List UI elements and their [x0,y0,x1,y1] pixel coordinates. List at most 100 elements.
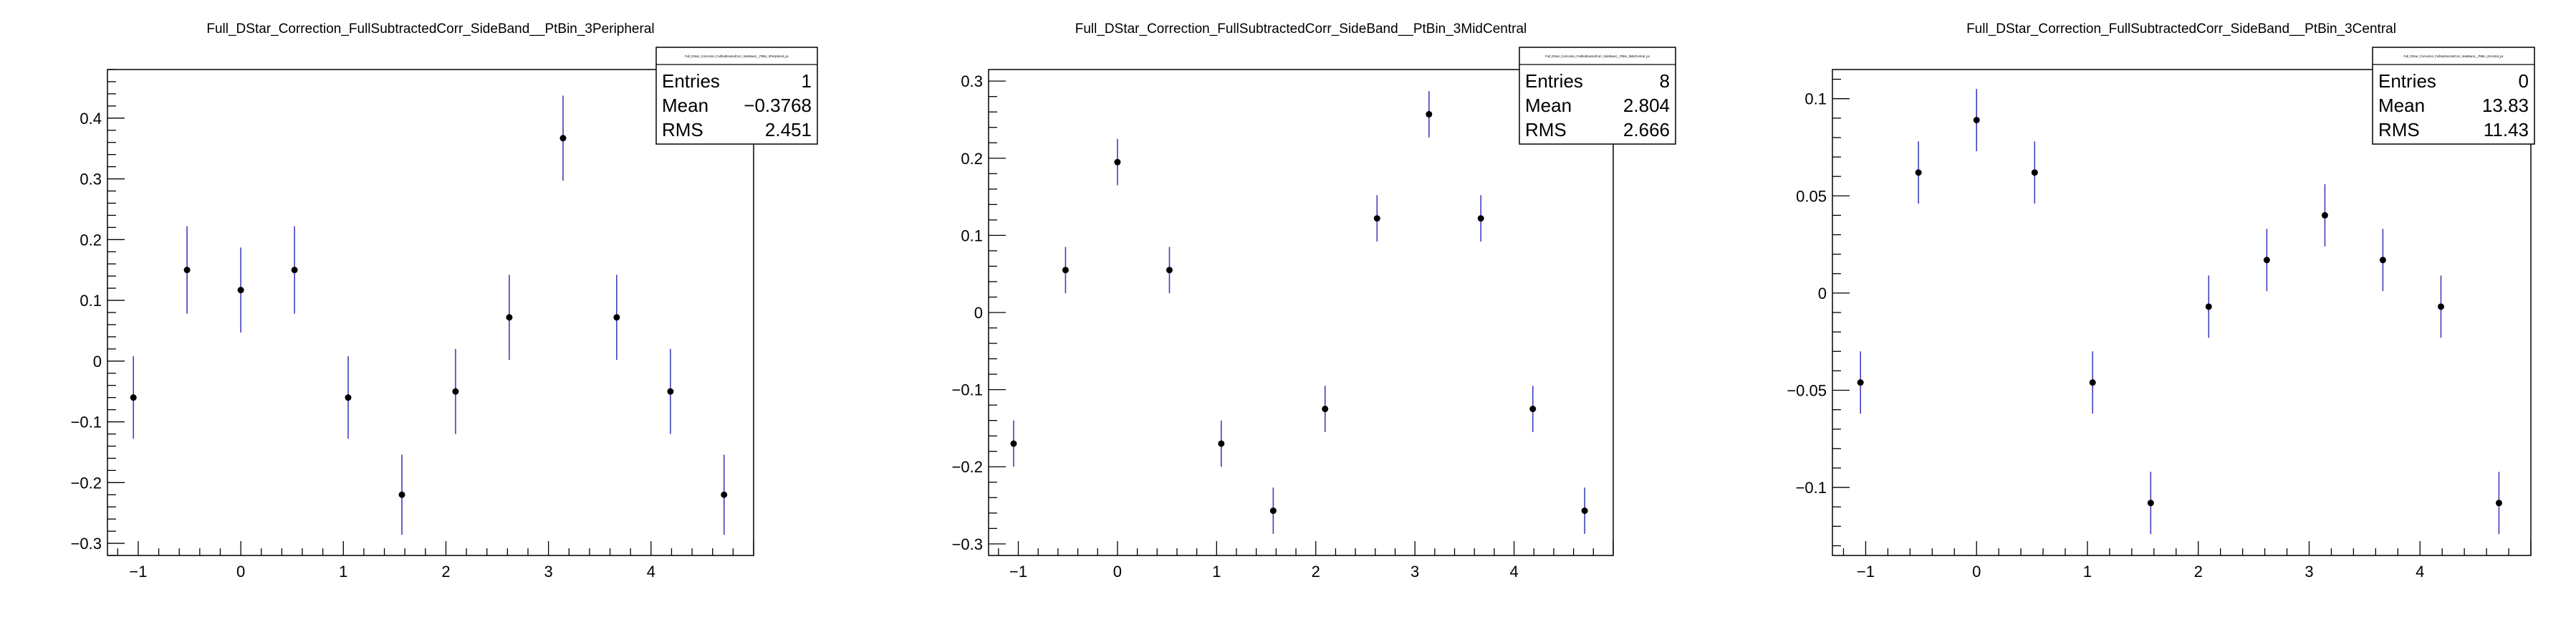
data-point [1114,138,1121,186]
data-point [1973,89,1980,151]
data-point [130,356,137,439]
data-point [1218,420,1225,467]
stats-label: RMS [2378,119,2420,140]
stats-value: 2.804 [1623,95,1670,116]
data-marker [613,314,620,321]
data-marker [1114,158,1121,166]
stats-value: 11.43 [2484,119,2529,140]
data-marker [2147,500,2154,507]
data-marker [1010,440,1017,447]
stats-label: Entries [2378,70,2436,92]
x-tick-label: −1 [1009,563,1027,581]
chart-title: Full_DStar_Correction_FullSubtractedCorr… [1075,22,1527,37]
data-marker [2379,257,2386,264]
x-tick-label: 1 [1212,563,1221,581]
stats-label: RMS [662,119,703,140]
data-marker [398,491,405,498]
data-marker [1973,117,1980,124]
y-tick-label: −0.2 [952,458,983,476]
data-marker [1218,440,1225,447]
y-tick-label: 0.4 [80,110,102,128]
data-marker [1373,215,1380,222]
stats-label: RMS [1525,119,1567,140]
stats-label: Mean [2378,95,2425,116]
x-tick-label: 4 [1509,563,1518,581]
stats-value: 1 [802,70,812,92]
data-point [291,226,298,314]
data-marker [1857,379,1864,386]
data-point [183,226,191,314]
data-point [506,275,513,361]
data-marker [1477,215,1484,222]
data-point [2495,472,2502,535]
chart-title: Full_DStar_Correction_FullSubtractedCorr… [1966,22,2396,37]
data-point [2147,472,2154,535]
x-tick-label: 1 [339,563,347,581]
x-tick-label: 4 [647,563,655,581]
y-tick-label: 0.2 [80,231,102,249]
y-tick-label: −0.1 [71,414,102,431]
data-point [2379,229,2386,292]
stats-label: Entries [1525,70,1583,92]
x-tick-label: 2 [1312,563,1320,581]
data-point [1062,247,1069,294]
x-tick-label: −1 [129,563,147,581]
data-point [1269,487,1277,534]
data-marker [667,388,674,395]
x-tick-label: 1 [2083,563,2092,581]
y-tick-label: 0.1 [1804,90,1827,108]
data-marker [2495,500,2502,507]
data-point [2437,275,2444,338]
x-tick-label: −1 [1857,563,1875,581]
data-marker [130,394,137,401]
data-point [667,348,674,434]
data-marker [291,267,298,274]
data-point [721,454,728,535]
x-tick-label: 4 [2416,563,2424,581]
stats-box-header: Full_DStar_Correction_FullSubtractedCorr… [1545,54,1650,58]
data-marker [2089,379,2096,386]
data-point [1477,195,1484,242]
x-tick-label: 3 [2305,563,2313,581]
y-tick-label: −0.2 [71,474,102,492]
stats-label: Mean [1525,95,1572,116]
stats-value: 2.451 [765,119,812,140]
stats-value: 13.83 [2482,95,2529,116]
data-point [1857,351,1864,414]
data-marker [2205,303,2212,310]
stats-value: 8 [1660,70,1670,92]
data-marker [1915,169,1922,176]
data-point [613,275,620,361]
data-marker [1529,406,1537,413]
x-tick-label: 2 [2194,563,2203,581]
data-marker [1062,267,1069,274]
data-marker [1426,110,1433,118]
chart-panel-3: Full_DStar_Correction_FullSubtractedCorr… [1787,22,2535,581]
data-point [237,247,244,333]
y-tick-label: 0 [974,304,983,322]
y-tick-label: 0 [93,353,102,371]
y-tick-label: 0.3 [961,72,983,90]
data-marker [2321,211,2328,219]
data-marker [1269,507,1277,515]
data-marker [559,135,567,142]
stats-label: Entries [662,70,720,92]
data-point [1322,386,1329,432]
y-tick-label: 0.2 [961,150,983,168]
data-point [345,356,352,439]
data-marker [452,388,459,395]
x-tick-label: 0 [1972,563,1981,581]
stats-value: 2.666 [1623,119,1670,140]
y-tick-label: −0.1 [1796,479,1827,497]
y-tick-label: −0.3 [71,535,102,553]
y-tick-label: −0.1 [952,381,983,399]
data-marker [2031,169,2038,176]
x-tick-label: 3 [1410,563,1419,581]
stats-box-header: Full_DStar_Correction_FullSubtractedCorr… [2404,54,2504,58]
data-point [2205,275,2212,338]
y-tick-label: 0.3 [80,171,102,189]
x-tick-label: 0 [1113,563,1122,581]
data-marker [1322,406,1329,413]
data-point [398,454,405,535]
